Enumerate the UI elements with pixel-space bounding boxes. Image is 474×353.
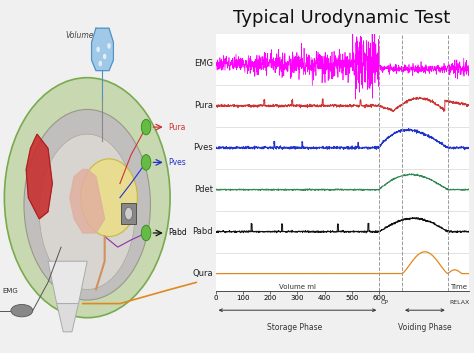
- Text: Pura: Pura: [168, 122, 185, 132]
- Ellipse shape: [4, 78, 170, 318]
- Text: CP: CP: [381, 300, 389, 305]
- Circle shape: [141, 155, 151, 170]
- Text: Pabd: Pabd: [192, 227, 213, 236]
- Ellipse shape: [81, 159, 137, 237]
- Text: Volume: Volume: [65, 31, 94, 40]
- Text: Voiding Phase: Voiding Phase: [398, 323, 452, 333]
- Circle shape: [141, 225, 151, 241]
- Text: Qura: Qura: [192, 269, 213, 278]
- Circle shape: [96, 47, 100, 52]
- Text: Pabd: Pabd: [168, 228, 187, 238]
- Text: Pura: Pura: [194, 101, 213, 110]
- Text: RELAX: RELAX: [449, 300, 469, 305]
- Circle shape: [141, 119, 151, 135]
- Polygon shape: [48, 261, 87, 304]
- Ellipse shape: [24, 109, 150, 300]
- Circle shape: [125, 207, 133, 220]
- Text: Pdet: Pdet: [194, 185, 213, 194]
- Text: Pves: Pves: [168, 158, 186, 167]
- Ellipse shape: [11, 304, 33, 317]
- Text: Pves: Pves: [193, 143, 213, 152]
- Circle shape: [107, 43, 111, 49]
- Text: Time: Time: [450, 284, 467, 290]
- Text: Volume ml: Volume ml: [279, 284, 316, 290]
- Circle shape: [103, 54, 106, 59]
- Ellipse shape: [39, 134, 135, 289]
- FancyBboxPatch shape: [121, 203, 137, 224]
- Text: Storage Phase: Storage Phase: [266, 323, 322, 333]
- Text: EMG: EMG: [2, 288, 18, 294]
- Polygon shape: [57, 304, 79, 332]
- Polygon shape: [70, 169, 105, 233]
- Polygon shape: [26, 134, 52, 219]
- Circle shape: [99, 61, 102, 66]
- Polygon shape: [91, 28, 113, 71]
- Text: Typical Urodynamic Test: Typical Urodynamic Test: [233, 9, 450, 27]
- Text: EMG: EMG: [194, 59, 213, 68]
